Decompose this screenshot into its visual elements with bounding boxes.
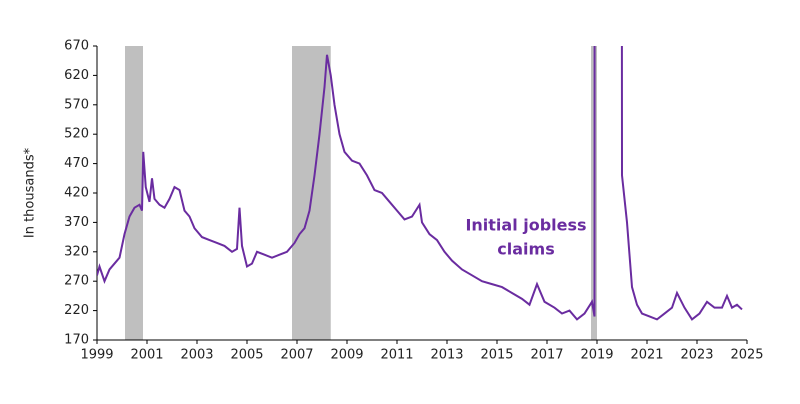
recession-shade xyxy=(125,46,143,340)
x-tick-label: 2017 xyxy=(530,348,563,363)
x-tick-label: 2019 xyxy=(580,348,613,363)
y-tick-label: 620 xyxy=(64,68,89,83)
x-tick-label: 2025 xyxy=(730,348,763,363)
y-tick-label: 420 xyxy=(64,186,89,201)
x-tick-label: 2001 xyxy=(130,348,163,363)
y-tick-label: 220 xyxy=(64,303,89,318)
y-tick-label: 270 xyxy=(64,274,89,289)
y-tick-label: 470 xyxy=(64,156,89,171)
y-tick-label: 570 xyxy=(64,97,89,112)
y-tick-label: 170 xyxy=(64,333,89,348)
line-series xyxy=(97,46,743,321)
annotation: claims xyxy=(497,240,554,259)
x-tick-label: 2013 xyxy=(430,348,463,363)
y-axis-label: In thousands* xyxy=(23,147,38,238)
y-tick-label: 520 xyxy=(64,127,89,142)
y-tick-label: 370 xyxy=(64,215,89,230)
x-tick-label: 1999 xyxy=(80,348,113,363)
x-tick-label: 2011 xyxy=(380,348,413,363)
x-tick-label: 2021 xyxy=(630,348,663,363)
x-tick-label: 2003 xyxy=(180,348,213,363)
x-tick-label: 2009 xyxy=(330,348,363,363)
y-tick-label: 670 xyxy=(64,39,89,54)
x-tick-label: 2023 xyxy=(680,348,713,363)
x-tick-label: 2015 xyxy=(480,348,513,363)
x-tick-label: 2007 xyxy=(280,348,313,363)
x-tick-label: 2005 xyxy=(230,348,263,363)
y-tick-label: 320 xyxy=(64,244,89,259)
annotation: Initial jobless xyxy=(465,216,586,235)
